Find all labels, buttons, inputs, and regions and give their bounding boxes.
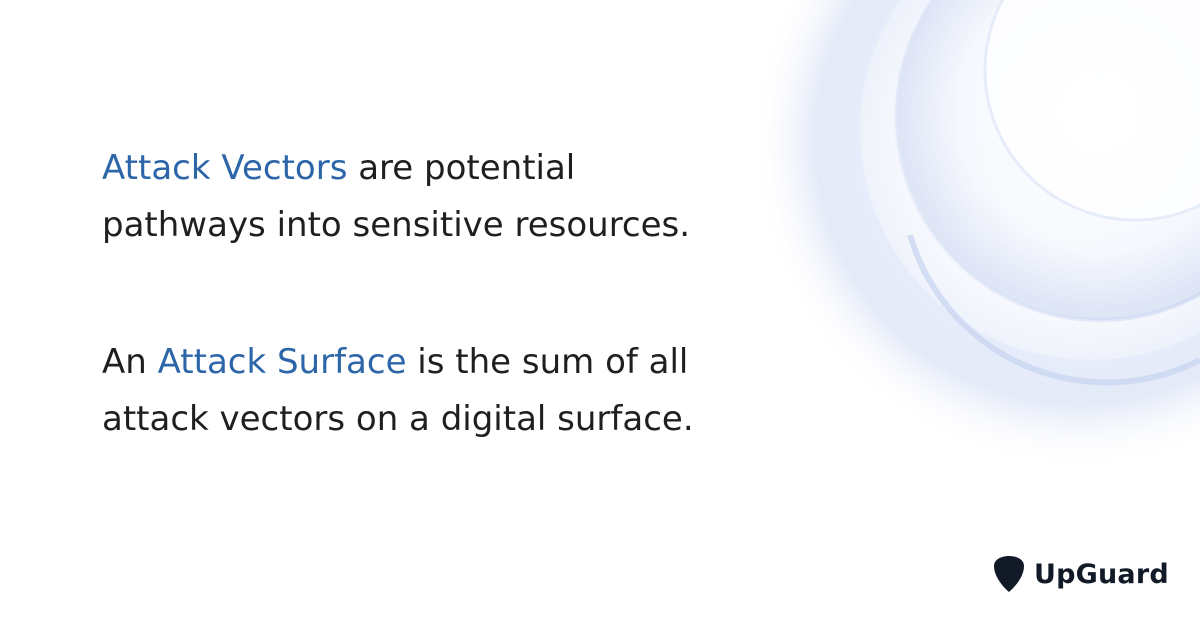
- shield-icon: [994, 556, 1024, 592]
- attack-surface-lead: An: [102, 342, 158, 382]
- attack-vectors-text-line-2: pathways into sensitive resources.: [102, 205, 691, 245]
- attack-surface-definition: An Attack Surface is the sum of all atta…: [102, 334, 822, 448]
- definitions-text-block: Attack Vectors are potential pathways in…: [102, 140, 822, 448]
- upguard-logo: UpGuard: [994, 552, 1169, 596]
- attack-vectors-term: Attack Vectors: [102, 148, 348, 188]
- attack-vectors-text-line-1: are potential: [347, 148, 576, 188]
- brand-name: UpGuard: [1034, 558, 1169, 590]
- attack-vectors-definition: Attack Vectors are potential pathways in…: [102, 140, 822, 254]
- attack-surface-text-line-1: is the sum of all: [406, 342, 689, 382]
- attack-surface-text-line-2: attack vectors on a digital surface.: [102, 399, 694, 439]
- attack-surface-term: Attack Surface: [157, 342, 407, 382]
